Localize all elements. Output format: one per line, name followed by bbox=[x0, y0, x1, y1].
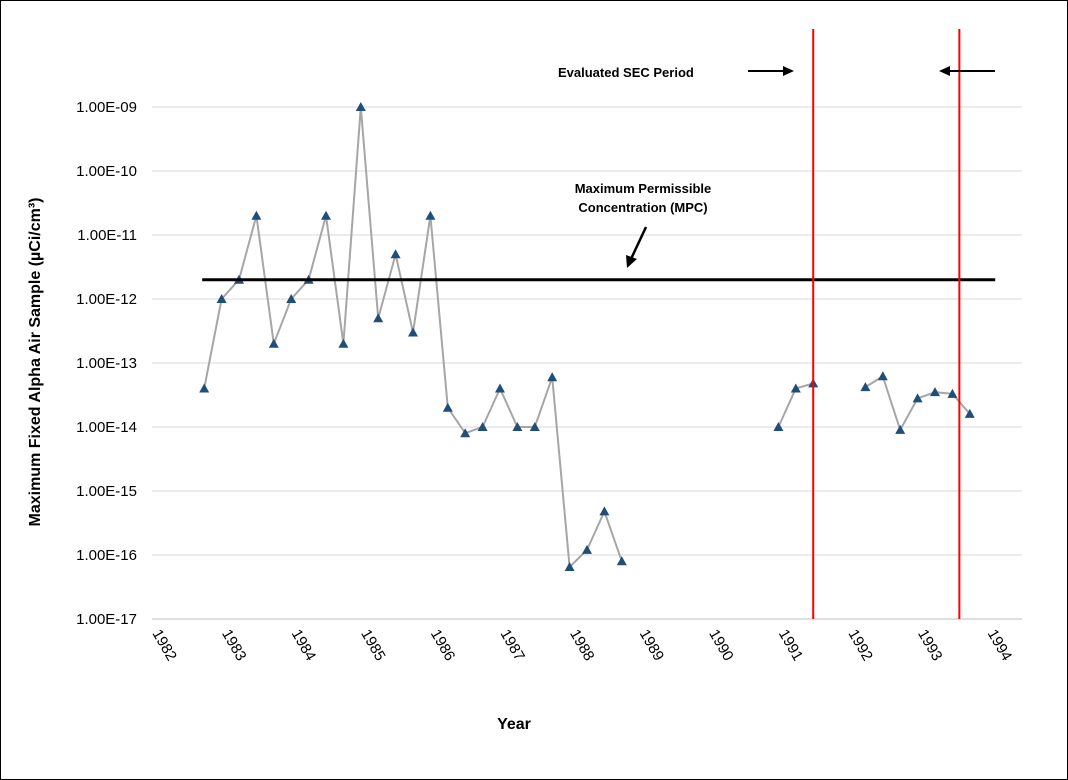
y-tick-label: 1.00E-11 bbox=[77, 227, 137, 244]
x-axis-title: Year bbox=[497, 716, 531, 733]
mpc-label-line-2: Concentration (MPC) bbox=[578, 200, 707, 215]
x-tick-label: 1985 bbox=[357, 627, 388, 664]
data-point bbox=[321, 210, 331, 220]
series-line bbox=[864, 374, 971, 433]
data-point bbox=[460, 428, 471, 438]
mpc-arrow bbox=[626, 226, 648, 268]
data-point bbox=[790, 383, 801, 393]
y-tick-labels: 1.00E-17 1.00E-16 1.00E-15 1.00E-14 1.00E-13… bbox=[76, 99, 137, 628]
y-tick-label: 1.00E-16 bbox=[76, 547, 137, 564]
x-tick-label: 1992 bbox=[845, 627, 876, 664]
period-arrow-left bbox=[748, 66, 794, 76]
x-tick-label: 1993 bbox=[914, 627, 945, 664]
data-point bbox=[547, 372, 558, 382]
data-point bbox=[860, 382, 871, 392]
data-point bbox=[268, 338, 279, 348]
data-point bbox=[512, 422, 523, 431]
x-tick-label: 1990 bbox=[705, 627, 736, 664]
data-point bbox=[895, 424, 906, 434]
x-tick-labels: 1982 1983 1984 1985 1986 1987 1988 1989 1990 1991… bbox=[149, 627, 1016, 664]
sec-period-lines bbox=[812, 29, 961, 619]
data-point bbox=[947, 388, 958, 398]
y-tick-label: 1.00E-15 bbox=[76, 483, 137, 500]
x-tick-label: 1983 bbox=[218, 627, 249, 664]
data-point bbox=[477, 422, 488, 431]
data-point bbox=[964, 408, 975, 418]
data-point bbox=[199, 383, 210, 393]
y-axis-title: Maximum Fixed Alpha Air Sample (µCi/cm³) bbox=[27, 198, 44, 527]
data-point bbox=[251, 210, 262, 220]
x-tick-label: 1989 bbox=[636, 627, 667, 664]
y-tick-label: 1.00E-12 bbox=[76, 291, 137, 308]
y-tick-label: 1.00E-13 bbox=[76, 355, 137, 372]
data-point bbox=[495, 383, 505, 393]
x-tick-label: 1988 bbox=[566, 627, 597, 664]
data-point bbox=[912, 393, 923, 403]
data-point bbox=[877, 371, 888, 381]
data-point bbox=[599, 506, 610, 516]
series bbox=[199, 102, 975, 571]
x-tick-label: 1986 bbox=[427, 627, 458, 664]
data-point bbox=[529, 422, 540, 431]
x-tick-label: 1991 bbox=[775, 627, 806, 664]
x-tick-label: 1987 bbox=[497, 627, 528, 664]
data-point bbox=[390, 249, 401, 259]
data-point bbox=[616, 556, 627, 566]
data-point bbox=[338, 338, 349, 348]
y-tick-label: 1.00E-17 bbox=[76, 611, 137, 628]
y-tick-label: 1.00E-09 bbox=[76, 99, 137, 116]
x-tick-label: 1994 bbox=[984, 627, 1015, 664]
period-arrow-right bbox=[939, 66, 995, 76]
data-point bbox=[408, 327, 418, 337]
x-tick-label: 1982 bbox=[149, 627, 180, 664]
data-point bbox=[373, 313, 384, 323]
grid-lines bbox=[152, 106, 1022, 556]
data-point bbox=[425, 210, 436, 220]
data-point bbox=[286, 294, 297, 303]
mpc-label-line-1: Maximum Permissible bbox=[575, 181, 712, 196]
data-point bbox=[355, 102, 366, 111]
data-point bbox=[216, 294, 227, 303]
data-point bbox=[442, 402, 453, 412]
period-label: Evaluated SEC Period bbox=[558, 65, 694, 80]
x-tick-label: 1984 bbox=[288, 627, 319, 664]
data-point bbox=[773, 422, 784, 431]
y-tick-label: 1.00E-14 bbox=[76, 419, 137, 436]
data-point bbox=[582, 544, 592, 554]
data-point bbox=[564, 561, 575, 571]
y-tick-label: 1.00E-10 bbox=[76, 163, 137, 180]
data-point bbox=[930, 387, 940, 397]
series-line bbox=[203, 106, 623, 570]
